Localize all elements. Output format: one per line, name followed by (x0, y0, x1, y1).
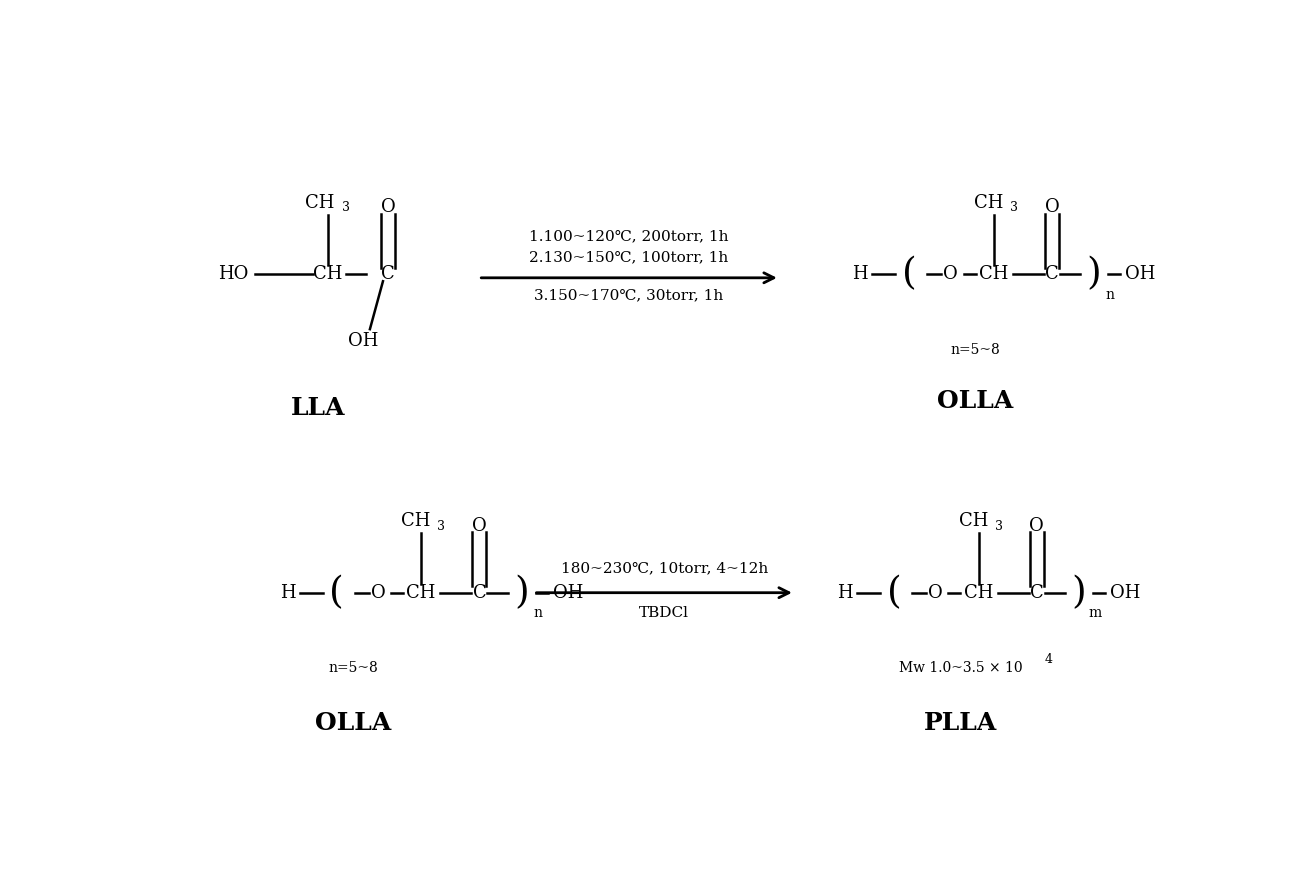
Text: H: H (837, 584, 853, 602)
Text: 1.100~120℃, 200torr, 1h: 1.100~120℃, 200torr, 1h (529, 229, 728, 244)
Text: CH: CH (973, 194, 1003, 212)
Text: (: ( (902, 256, 916, 292)
Text: O: O (472, 517, 487, 534)
Text: 3.150~170℃, 30torr, 1h: 3.150~170℃, 30torr, 1h (534, 288, 723, 302)
Text: Mw 1.0~3.5 × 10: Mw 1.0~3.5 × 10 (898, 661, 1023, 675)
Text: n: n (533, 606, 542, 621)
Text: C: C (473, 584, 486, 602)
Text: 3: 3 (342, 202, 350, 214)
Text: O: O (371, 584, 385, 602)
Text: ): ) (1087, 256, 1102, 292)
Text: O: O (381, 198, 395, 216)
Text: n: n (1105, 288, 1115, 302)
Text: OLLA: OLLA (315, 711, 391, 734)
Text: C: C (1045, 266, 1059, 284)
Text: CH: CH (314, 266, 342, 284)
Text: CH: CH (402, 512, 430, 530)
Text: OH: OH (347, 332, 378, 350)
Text: C: C (381, 266, 395, 284)
Text: O: O (1045, 198, 1059, 216)
Text: 180~230℃, 10torr, 4~12h: 180~230℃, 10torr, 4~12h (561, 562, 767, 576)
Text: OH: OH (552, 584, 583, 602)
Text: CH: CH (305, 194, 334, 212)
Text: LLA: LLA (290, 396, 345, 420)
Text: C: C (1030, 584, 1043, 602)
Text: H: H (280, 584, 295, 602)
Text: OH: OH (1111, 584, 1140, 602)
Text: n=5~8: n=5~8 (328, 661, 377, 675)
Text: O: O (1029, 517, 1045, 534)
Text: 3: 3 (994, 520, 1003, 533)
Text: 3: 3 (437, 520, 446, 533)
Text: TBDCl: TBDCl (639, 606, 689, 621)
Text: CH: CH (407, 584, 435, 602)
Text: OLLA: OLLA (937, 389, 1013, 413)
Text: HO: HO (218, 266, 249, 284)
Text: (: ( (886, 574, 902, 611)
Text: O: O (943, 266, 958, 284)
Text: 2.130~150℃, 100torr, 1h: 2.130~150℃, 100torr, 1h (530, 251, 728, 264)
Text: CH: CH (959, 512, 989, 530)
Text: 3: 3 (1010, 202, 1017, 214)
Text: PLLA: PLLA (924, 711, 997, 734)
Text: ): ) (515, 574, 529, 611)
Text: ): ) (1072, 574, 1086, 611)
Text: (: ( (329, 574, 345, 611)
Text: O: O (928, 584, 942, 602)
Text: m: m (1089, 606, 1102, 621)
Text: OH: OH (1125, 266, 1156, 284)
Text: n=5~8: n=5~8 (951, 342, 1001, 356)
Text: 4: 4 (1045, 653, 1052, 666)
Text: H: H (853, 266, 868, 284)
Text: CH: CH (978, 266, 1008, 284)
Text: CH: CH (964, 584, 993, 602)
